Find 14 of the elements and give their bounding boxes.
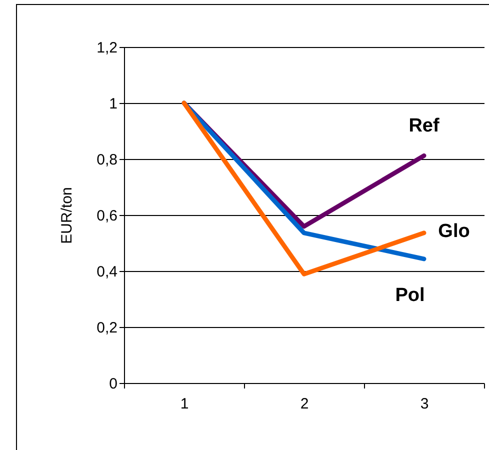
y-tick-label: 0,8 — [96, 152, 118, 168]
y-tick-label: 0,2 — [96, 320, 118, 336]
y-axis-title: EUR/ton — [58, 187, 76, 244]
x-tick-label: 1 — [180, 396, 189, 412]
x-tick-label: 2 — [300, 396, 309, 412]
series-label: Pol — [395, 284, 425, 306]
x-tick-label: 3 — [420, 396, 429, 412]
series-label: Glo — [438, 220, 470, 242]
y-tick-label: 1,2 — [96, 40, 118, 56]
y-tick-label: 1 — [109, 96, 118, 112]
y-tick-label: 0,4 — [96, 264, 118, 280]
y-tick-label: 0 — [109, 376, 118, 392]
series-label: Ref — [408, 116, 440, 137]
y-tick-label: 0,6 — [96, 208, 118, 224]
